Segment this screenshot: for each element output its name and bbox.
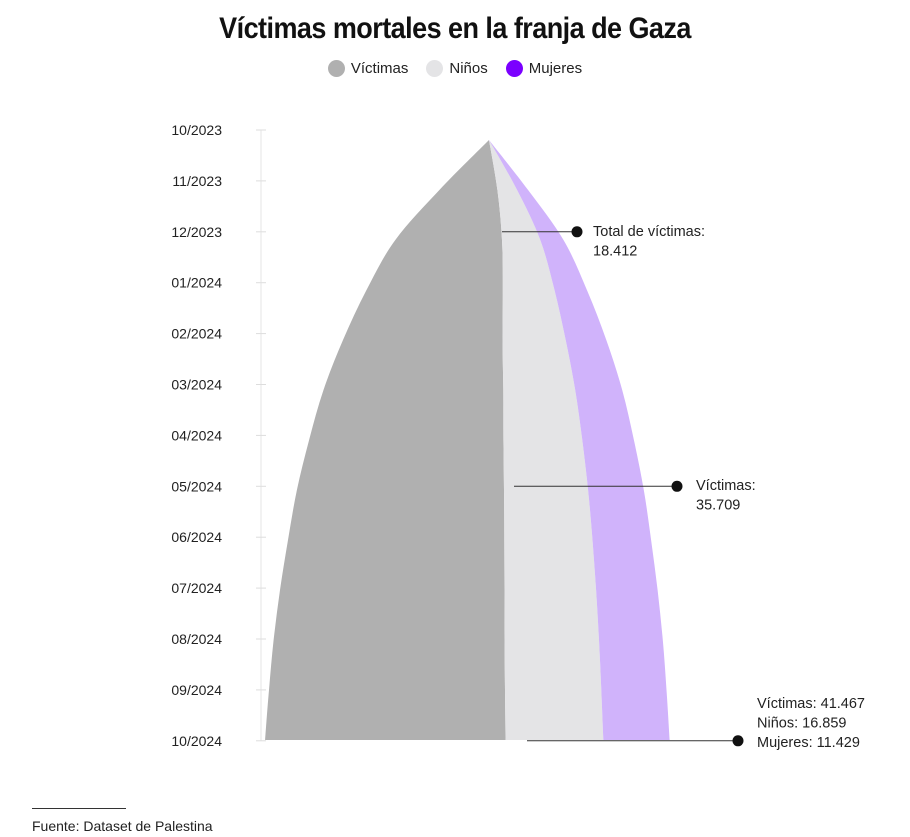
area-victimas xyxy=(265,140,506,740)
legend-label-mujeres: Mujeres xyxy=(528,60,583,77)
legend-swatch-mujeres xyxy=(505,60,523,77)
area-ninos xyxy=(489,140,604,740)
annotation-victimas-05-2024-text: 35.709 xyxy=(696,498,740,514)
legend-item-mujeres: Mujeres xyxy=(505,60,583,77)
legend-label-victimas: Víctimas xyxy=(350,60,409,77)
annotation-final-10-2024-text: Mujeres: 11.429 xyxy=(757,735,860,751)
y-tick-label: 07/2024 xyxy=(171,580,222,596)
y-tick-label: 10/2023 xyxy=(171,122,222,138)
y-tick-label: 12/2023 xyxy=(171,224,222,240)
legend-item-ninos: Niños xyxy=(426,60,488,77)
annotation-total-12-2023-text: 18.412 xyxy=(593,244,637,260)
y-tick-label: 09/2024 xyxy=(171,682,222,698)
annotation-victimas-05-2024-dot xyxy=(671,480,683,492)
y-tick-label: 11/2023 xyxy=(172,173,222,189)
streamgraph-chart: 10/2023 11/2023 12/2023 01/2024 02/2024 03/20… xyxy=(171,122,865,751)
y-tick-label: 08/2024 xyxy=(171,631,222,647)
legend-swatch-victimas xyxy=(327,60,345,77)
y-tick-label: 05/2024 xyxy=(171,478,222,494)
legend-label-ninos: Niños xyxy=(449,60,488,77)
annotation-final-10-2024-text: Niños: 16.859 xyxy=(757,716,846,732)
source-note: Fuente: Dataset de Palestina xyxy=(32,818,213,834)
y-tick-label: 01/2024 xyxy=(171,275,222,291)
annotation-total-12-2023-dot xyxy=(571,226,583,238)
annotation-final-10-2024-dot xyxy=(732,735,744,747)
area-mujeres xyxy=(489,140,670,740)
annotation-total-12-2023-text: Total de víctimas: xyxy=(593,224,705,240)
source-divider xyxy=(32,808,126,809)
legend-item-victimas: Víctimas xyxy=(327,60,409,77)
annotation-final-10-2024-text: Víctimas: 41.467 xyxy=(757,696,865,712)
y-tick-label: 03/2024 xyxy=(171,377,222,393)
y-tick-label: 10/2024 xyxy=(171,733,222,749)
annotation-victimas-05-2024-text: Víctimas: xyxy=(696,478,756,494)
legend-swatch-ninos xyxy=(426,60,444,77)
y-tick-label: 02/2024 xyxy=(171,326,222,342)
legend: Víctimas Niños Mujeres xyxy=(0,60,910,77)
y-tick-label: 04/2024 xyxy=(171,427,222,443)
y-tick-label: 06/2024 xyxy=(171,529,222,545)
chart-title: Víctimas mortales en la franja de Gaza xyxy=(219,12,691,45)
